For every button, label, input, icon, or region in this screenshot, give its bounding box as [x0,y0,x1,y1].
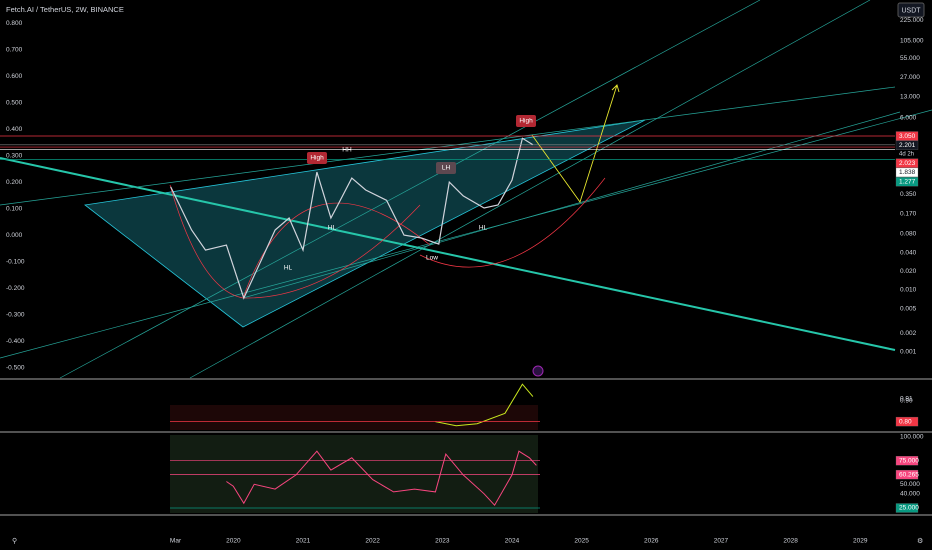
projection-arrow [611,84,620,93]
x-tick-label: 2029 [853,538,868,545]
x-tick-label: 2022 [365,538,380,545]
goto-icon[interactable]: ⚲ [12,537,17,545]
y-tick-label: 13.000 [900,94,920,101]
annotation: High [310,155,324,162]
annotation: High [519,118,533,125]
price-tag-label: 25.000 [899,505,919,512]
y2-tick-label: -0.400 [6,338,25,345]
currency-label[interactable]: USDT [901,7,921,14]
projection [531,84,618,203]
series-line [435,383,534,427]
x-tick-label: 2027 [714,538,729,545]
trendline [59,0,761,379]
x-tick-label: 2026 [644,538,659,545]
annotation: HL [479,225,488,232]
y-tick-label: 100.000 [900,434,924,441]
y-tick-label: 0.001 [900,349,917,356]
price-tag [895,131,919,141]
annotation: Low [426,255,438,262]
price-tag [895,177,919,187]
annotation-box [516,115,536,127]
y2-tick-label: -0.100 [6,259,25,266]
annotation-box [436,162,456,174]
trendline [0,86,896,206]
price-tag-label: 2.201 [899,142,916,149]
x-tick-label: 2025 [574,538,589,545]
y-tick-label: 0.350 [900,191,917,198]
y-tick-label: 0.005 [900,305,917,312]
trendline [242,111,901,299]
y-tick-label: 225.000 [900,17,924,24]
y2-tick-label: 0.700 [6,46,23,53]
y2-tick-label: 0.400 [6,126,23,133]
series-line [226,450,537,507]
y2-tick-label: -0.200 [6,285,25,292]
y2-tick-label: 0.500 [6,99,23,106]
event-icon [532,365,544,377]
settings-icon[interactable]: ⚙ [917,537,923,545]
y-tick-label: 6.000 [900,115,917,122]
pane-shade [170,435,538,513]
y-tick-label: 55.000 [900,55,920,62]
x-tick-label: 2021 [296,538,311,545]
annotation: HL [284,265,293,272]
price-tag-label: 1.838 [899,169,916,176]
y2-tick-label: 0.200 [6,179,23,186]
currency-button[interactable] [897,2,925,18]
countdown: 4d 2h [899,151,914,157]
y-tick-label: 0.91 [900,395,913,402]
annotation: HL [328,225,337,232]
y-tick-label: 0.080 [900,231,917,238]
trendline [189,0,871,379]
price-tag [895,456,919,466]
y-tick-label: 27.000 [900,74,920,81]
y2-tick-label: -0.300 [6,312,25,319]
arc [419,177,606,268]
pane-shade [170,405,538,430]
trendline [0,109,932,359]
price-tag-label: 2.023 [899,160,916,167]
drawings [0,0,932,379]
y-tick-label: 40.000 [900,491,920,498]
y2-tick-label: 0.600 [6,73,23,80]
x-tick-label: Mar [170,538,182,545]
price-tag-label: 1.277 [899,178,916,185]
y-tick-label: 0.020 [900,268,917,275]
x-tick-label: 2028 [783,538,798,545]
annotation: LH [442,165,451,172]
price-tag-label: 60.265 [899,471,919,478]
wedge [84,119,646,328]
y2-tick-label: 0.000 [6,232,23,239]
x-tick-label: 2024 [505,538,520,545]
price-tag [895,416,919,427]
y2-tick-label: 0.100 [6,205,23,212]
price-tag [895,140,919,150]
y2-tick-label: 0.800 [6,20,23,27]
price-tag-label: 3.050 [899,133,916,140]
trendline [0,157,896,351]
price-tag [895,167,919,178]
y-tick-label: 0.002 [900,330,917,337]
price-tag [895,158,919,168]
y-tick-label: 0.040 [900,249,917,256]
annotation: HH [342,147,352,154]
y-tick-label: 0.170 [900,210,917,217]
y-tick-label: 50.000 [900,481,920,488]
price-tag [895,503,919,513]
y2-tick-label: 0.300 [6,152,23,159]
x-tick-label: 2020 [226,538,241,545]
price-tag-label: 75.000 [899,457,919,464]
y-tick-label: 105.000 [900,38,924,45]
price-tag [895,469,919,480]
annotation-box [307,152,327,164]
series-line [170,137,534,300]
symbol-title: Fetch.AI / TetherUS, 2W, BINANCE [6,5,124,14]
x-tick-label: 2023 [435,538,450,545]
y-tick-label: 0.90 [900,398,913,405]
y-tick-label: 0.010 [900,287,917,294]
price-tag-label: 0.80 [899,418,912,425]
y2-tick-label: -0.500 [6,365,25,372]
